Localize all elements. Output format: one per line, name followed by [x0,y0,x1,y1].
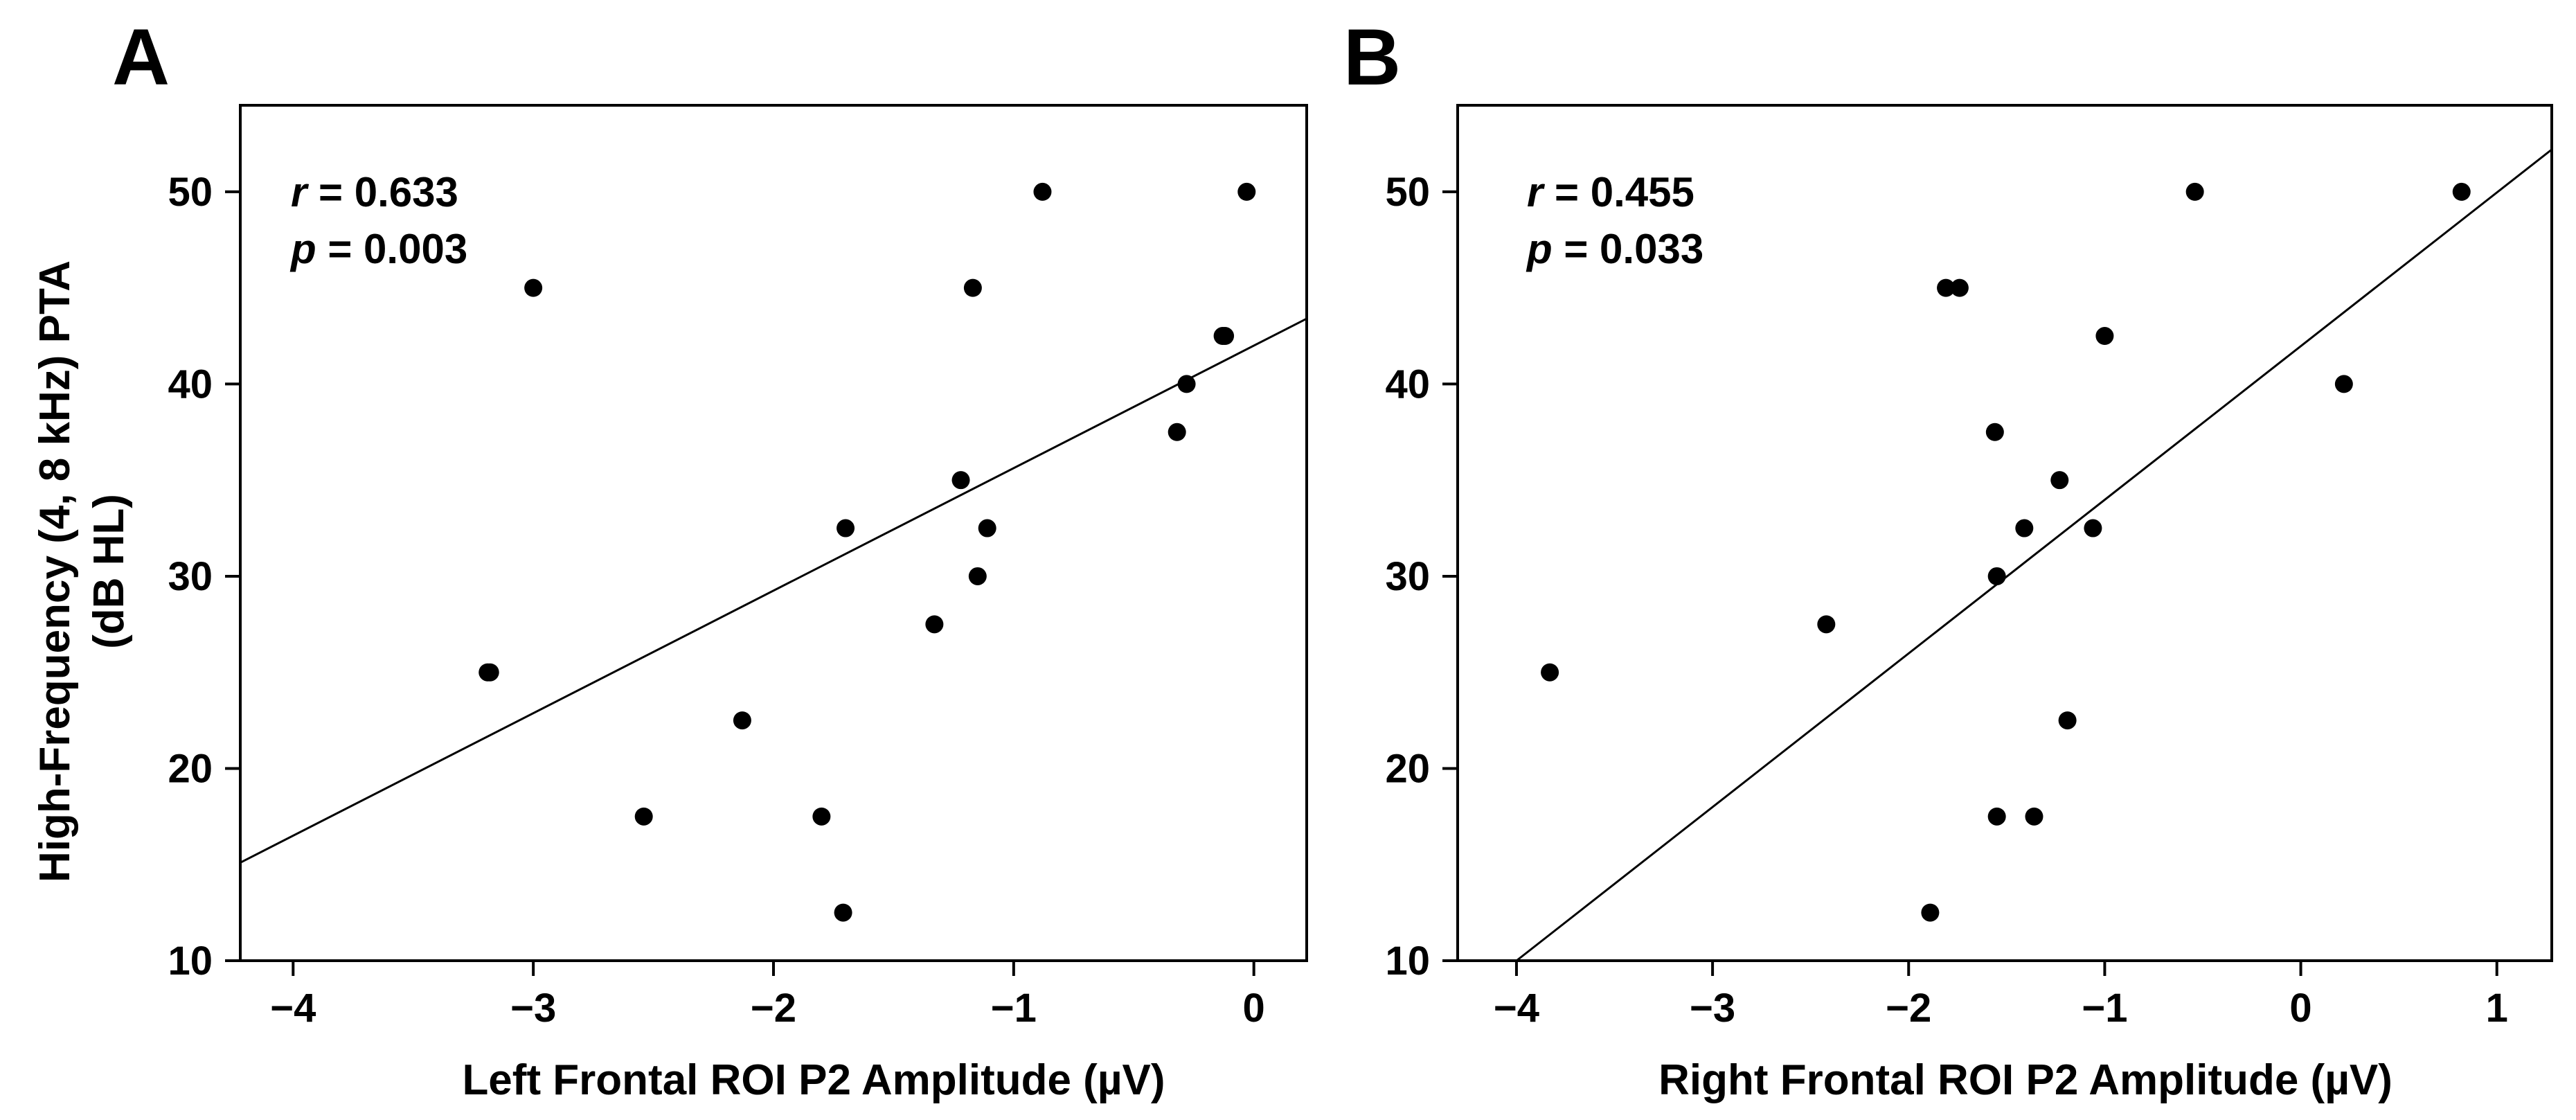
panel-b-x-axis-title: Right Frontal ROI P2 Amplitude (µV) [1658,1056,2392,1104]
panel-b-plot-frame [1456,104,2553,962]
panel-a-points [478,182,1256,922]
panel-a-regression-line [240,317,1307,864]
panel-a-y-tick-label: 50 [168,170,213,215]
panel-b-y-tick-label: 40 [1385,362,1430,407]
panel-a-x-tick-label: −4 [270,986,316,1031]
y-axis-title: High-Frequency (4, 8 kHz) PTA (dB HL) [31,260,133,882]
panel-b-data-point [2015,519,2034,537]
panel-a-y-tick-label: 20 [168,746,213,791]
panel-b-data-point [1937,278,1956,297]
panel-b-stat-p: p = 0.033 [1526,226,1703,272]
panel-b-data-point [1987,807,2006,826]
panel-a-p-value: = 0.003 [316,226,468,272]
panel-b-data-point [2084,519,2102,537]
panel-a-data-point [733,711,751,730]
panel-a-data-point [978,519,996,537]
panel-a-data-point [1168,423,1186,441]
panel-b-data-point [1987,567,2006,585]
panel-b-x-tick-label: −3 [1690,986,1735,1031]
panel-a-data-point [925,615,944,634]
panel-b-data-point [2185,182,2204,201]
panel-b-x-tick-label: −2 [1886,986,1931,1031]
panel-b-stat-r: r = 0.455 [1527,169,1694,215]
panel-b-x-tick-label: 0 [2289,986,2311,1031]
panel-b-letter: B [1343,13,1401,102]
panel-b-data-point [2452,182,2471,201]
panel-a-y-tick-label: 40 [168,362,213,407]
panel-b-y-tick-label: 20 [1385,746,1430,791]
panel-b-data-point [2334,375,2353,393]
y-axis-title-line1: High-Frequency (4, 8 kHz) PTA [31,260,79,882]
panel-b-data-point [2095,327,2114,346]
panel-b-data-point [1985,423,2004,441]
panel-a-letter: A [112,13,170,102]
panel-a-data-point [834,903,852,922]
panel-a-p-symbol: p [289,226,316,272]
panel-b-p-value: = 0.033 [1553,226,1704,272]
panel-a-y-tick-label: 10 [168,939,213,984]
panel-a-data-point [1216,327,1235,346]
panel-a-data-point [951,471,970,490]
panel-b-data-point [2058,711,2077,730]
panel-a-r-symbol: r [291,169,310,215]
panel-a-r-value: = 0.633 [307,169,458,215]
y-axis-title-line2: (dB HL) [85,494,133,649]
panel-b-data-point [1541,663,1559,682]
panel-a-data-point [1033,182,1052,201]
panel-b-p-symbol: p [1526,226,1553,272]
panel-a-data-point [1177,375,1196,393]
panel-a-data-point [812,807,831,826]
panel-a: A −4 −3 −2 −1 0 10 20 30 40 50 r = 0.633 p = 0.00… [112,13,1308,1104]
panel-a-ticks: −4 −3 −2 −1 0 10 20 30 40 50 [168,170,1264,1031]
panel-a-data-point [481,663,499,682]
panel-b-r-value: = 0.455 [1543,169,1694,215]
panel-b-x-tick-label: −1 [2082,986,2127,1031]
panel-a-data-point [634,807,653,826]
panel-b-ticks: −4 −3 −2 −1 0 1 10 20 30 40 50 [1385,170,2507,1031]
panel-b-fit [1516,148,2552,962]
panel-b-y-tick-label: 50 [1385,170,1430,215]
panel-b-data-point [1921,903,1940,922]
panel-a-x-tick-label: −1 [991,986,1037,1031]
panel-a-plot-frame [239,104,1308,962]
panel-a-y-tick-label: 30 [168,554,213,599]
panel-a-data-point [968,567,987,585]
panel-b: B −4 −3 −2 −1 0 1 10 20 30 40 50 r = 0.455 p = 0.0… [1343,13,2553,1104]
panel-a-data-point [963,278,982,297]
panel-b-points [1541,182,2471,922]
panel-a-fit [240,317,1307,864]
panel-b-y-tick-label: 10 [1385,939,1430,984]
panel-a-x-tick-label: −2 [751,986,796,1031]
panel-b-data-point [1817,615,1836,634]
panel-a-x-tick-label: −3 [510,986,556,1031]
panel-a-x-axis-title: Left Frontal ROI P2 Amplitude (µV) [462,1056,1165,1104]
panel-a-stat-r: r = 0.633 [291,169,458,215]
panel-b-x-tick-label: −4 [1494,986,1539,1031]
panel-b-data-point [1950,278,1969,297]
panel-b-regression-line [1516,148,2552,962]
panel-b-data-point [2025,807,2043,826]
panel-b-y-tick-label: 30 [1385,554,1430,599]
panel-a-data-point [1237,182,1256,201]
panel-b-x-tick-label: 1 [2486,986,2508,1031]
panel-b-r-symbol: r [1527,169,1546,215]
panel-a-data-point [837,519,855,537]
panel-a-x-tick-label: 0 [1243,986,1265,1031]
panel-a-data-point [524,278,543,297]
panel-a-stat-p: p = 0.003 [289,226,467,272]
panel-b-data-point [2050,471,2069,490]
